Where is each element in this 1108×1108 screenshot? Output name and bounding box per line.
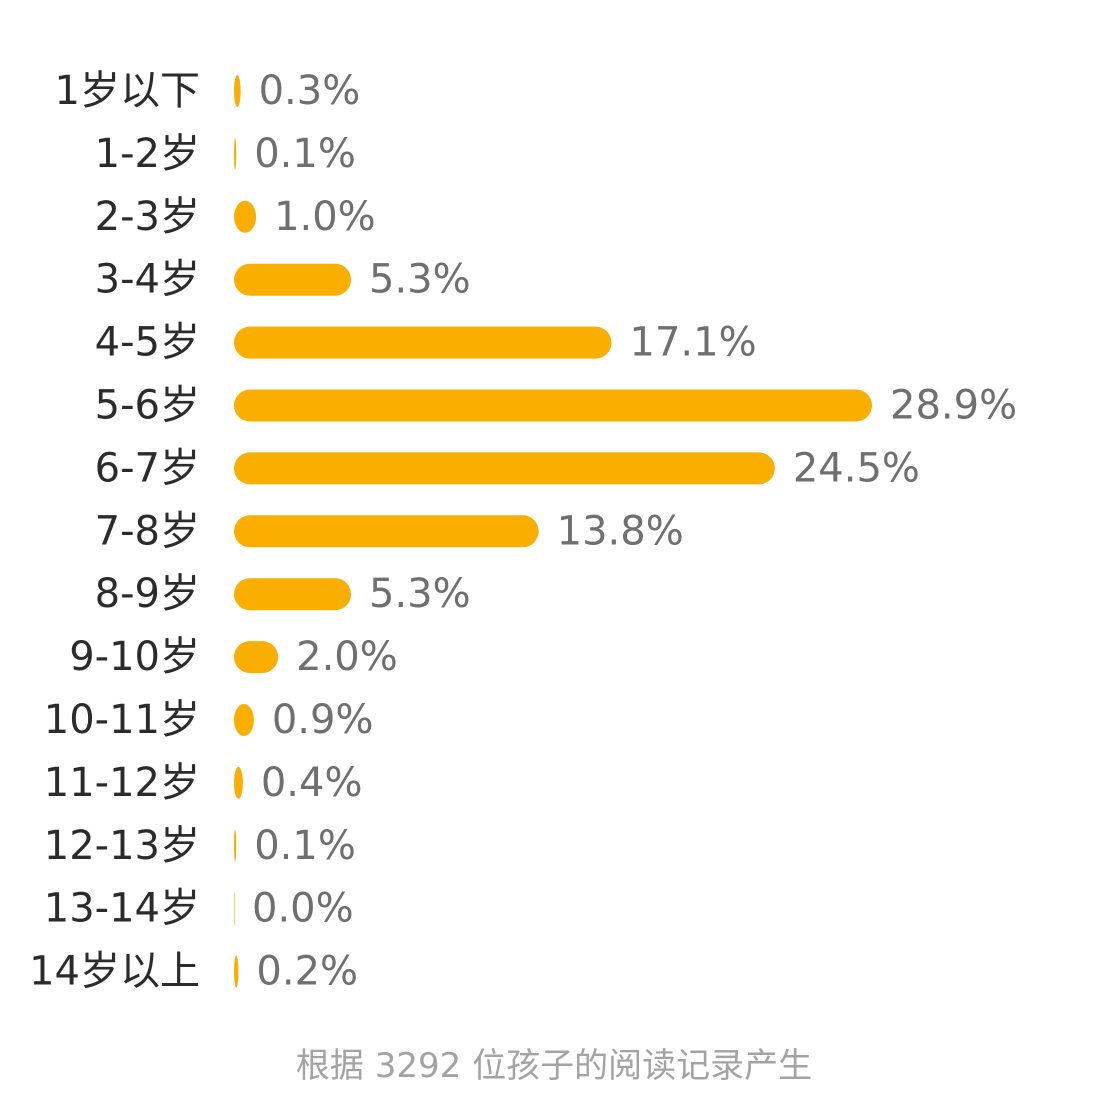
chart-footnote: 根据 3292 位孩子的阅读记录产生 xyxy=(295,1046,813,1086)
bar xyxy=(234,389,872,422)
bar xyxy=(234,641,279,674)
category-label: 2-3岁 xyxy=(95,194,200,240)
value-label: 24.5% xyxy=(793,445,920,491)
bar xyxy=(234,75,241,107)
bar xyxy=(234,137,237,170)
category-label: 3-4岁 xyxy=(95,257,200,303)
category-label: 6-7岁 xyxy=(95,445,200,491)
bar xyxy=(234,766,243,799)
bar xyxy=(234,955,239,988)
bar xyxy=(234,263,352,296)
category-label: 5-6岁 xyxy=(95,383,200,429)
category-label: 1岁以下 xyxy=(55,68,200,114)
value-label: 5.3% xyxy=(369,257,471,303)
value-label: 5.3% xyxy=(369,571,471,617)
value-label: 2.0% xyxy=(296,634,398,680)
value-label: 0.2% xyxy=(256,949,358,995)
category-label: 11-12岁 xyxy=(44,760,200,806)
value-label: 28.9% xyxy=(890,383,1017,429)
value-label: 13.8% xyxy=(557,508,684,554)
category-label: 10-11岁 xyxy=(44,697,200,743)
category-label: 7-8岁 xyxy=(95,508,200,554)
category-label: 9-10岁 xyxy=(69,634,200,680)
bar xyxy=(234,200,257,233)
bar xyxy=(234,829,237,862)
category-label: 8-9岁 xyxy=(95,571,200,617)
bar xyxy=(234,578,352,611)
bar xyxy=(234,452,775,485)
bar xyxy=(234,892,235,925)
value-label: 0.0% xyxy=(252,886,354,932)
bar xyxy=(234,704,254,736)
value-label: 1.0% xyxy=(274,194,376,240)
value-label: 0.3% xyxy=(259,68,361,114)
value-label: 0.4% xyxy=(261,760,363,806)
category-label: 13-14岁 xyxy=(44,886,200,932)
category-label: 14岁以上 xyxy=(29,949,200,995)
category-label: 4-5岁 xyxy=(95,320,200,366)
bar xyxy=(234,515,539,548)
value-label: 0.1% xyxy=(254,823,356,869)
value-label: 0.9% xyxy=(272,697,374,743)
bar xyxy=(234,326,612,359)
value-label: 17.1% xyxy=(630,320,757,366)
category-label: 1-2岁 xyxy=(95,131,200,177)
bar-chart-svg: 1岁以下 0.3% 1-2岁 0.1% 2-3岁 1.0% 3-4岁 5.3% 4-5岁 17.1… xyxy=(29,68,1017,995)
value-label: 0.1% xyxy=(254,131,356,177)
category-label: 12-13岁 xyxy=(44,823,200,869)
